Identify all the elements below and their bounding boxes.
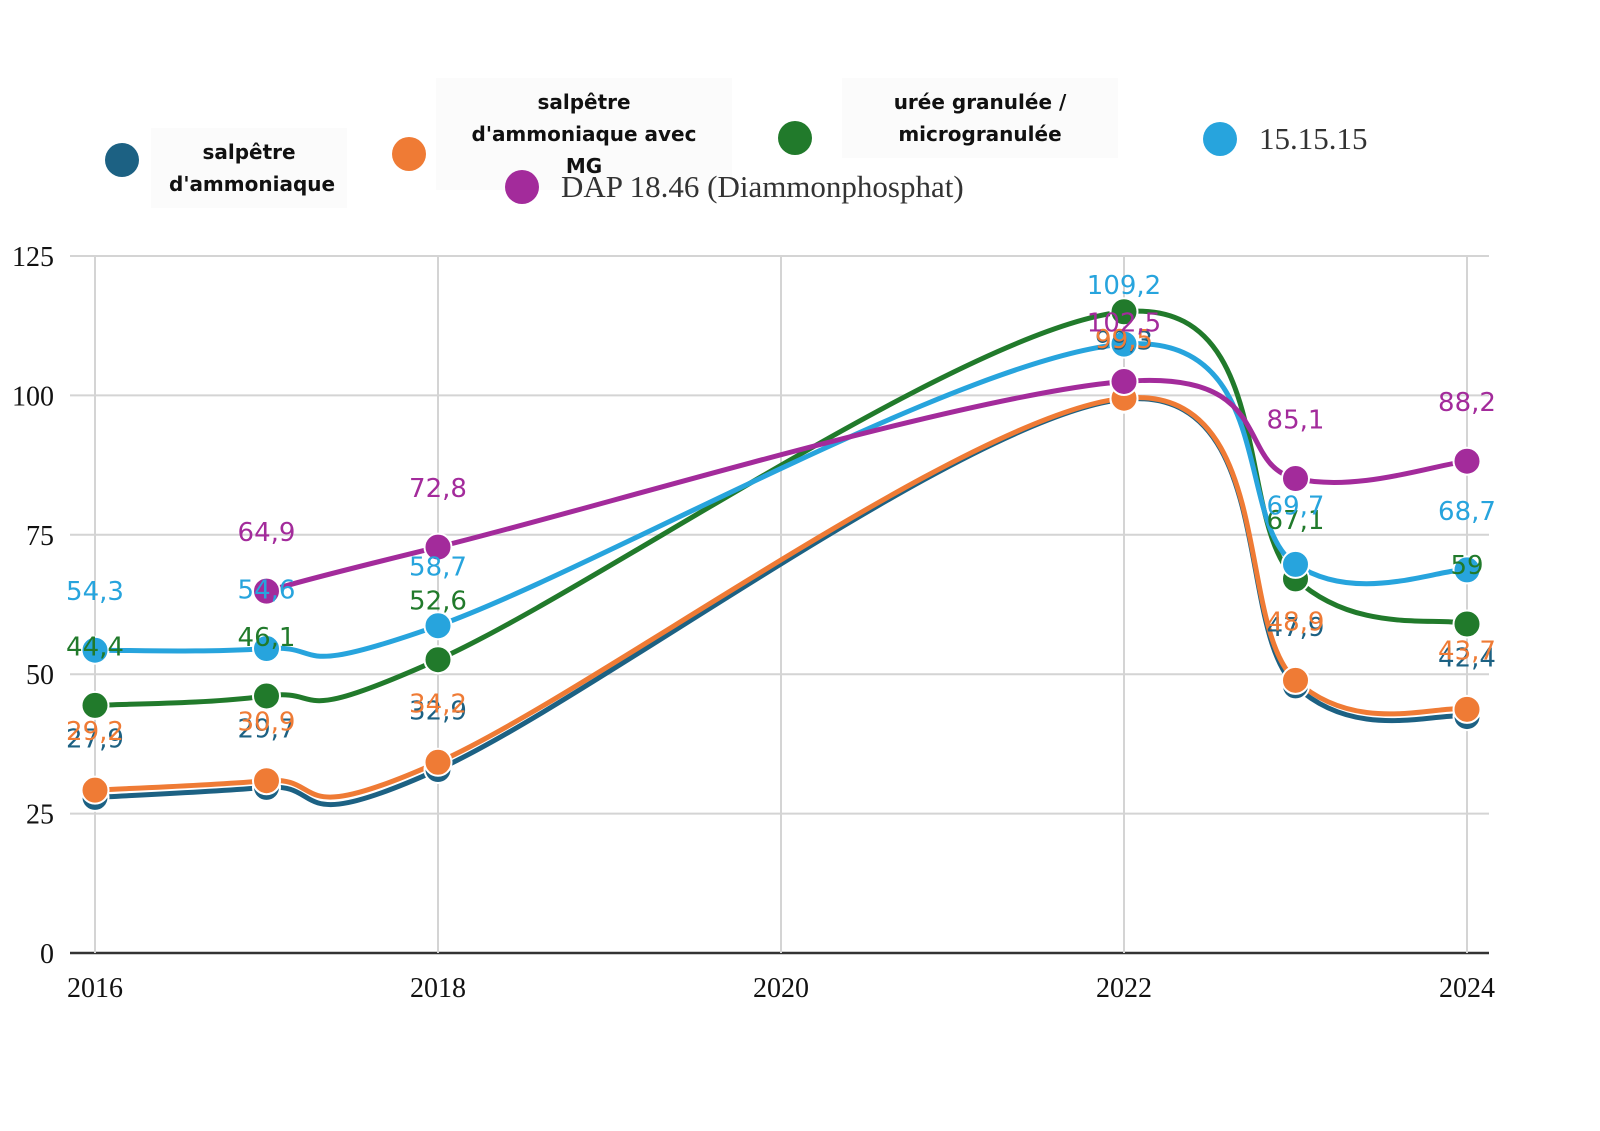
data-label: 64,9 xyxy=(238,518,296,548)
data-labels: 27,9 29,7 32,9 99,3 47,9 42,4 29,2 30,9 34,2 99,5… xyxy=(66,271,1496,754)
data-label: 46,1 xyxy=(238,623,296,653)
data-points xyxy=(80,297,1482,812)
y-tick-label: 25 xyxy=(26,800,54,831)
legend-item-dap[interactable]: DAP 18.46 (Diammonphosphat) xyxy=(505,169,964,205)
x-tick-label: 2022 xyxy=(1096,973,1152,1004)
x-tick-label: 2018 xyxy=(410,973,466,1004)
data-point[interactable] xyxy=(1109,297,1139,327)
data-point[interactable] xyxy=(1452,446,1482,476)
data-label: 99,5 xyxy=(1095,325,1153,355)
data-point[interactable] xyxy=(423,532,453,562)
data-label: 109,2 xyxy=(1087,271,1161,301)
data-label: 59 xyxy=(1450,551,1483,581)
data-point[interactable] xyxy=(1281,665,1310,695)
data-point[interactable] xyxy=(423,611,453,641)
grid-lines xyxy=(70,255,1489,955)
data-label: 43,7 xyxy=(1438,636,1496,666)
data-label: 85,1 xyxy=(1267,405,1325,435)
data-label: 29,7 xyxy=(238,714,296,744)
data-point[interactable] xyxy=(1109,329,1139,359)
data-label: 48,9 xyxy=(1267,607,1325,637)
data-label: 54,3 xyxy=(66,577,124,607)
data-label: 68,7 xyxy=(1438,497,1496,527)
data-label: 29,2 xyxy=(66,717,124,747)
data-point[interactable] xyxy=(1452,555,1482,585)
y-tick-label: 75 xyxy=(26,521,54,552)
legend-item-salpetre-mg[interactable]: salpêtre d'ammoniaque avec MG xyxy=(392,78,732,190)
data-label: 27,9 xyxy=(66,724,124,754)
series-line xyxy=(265,377,1468,594)
data-label: 72,8 xyxy=(409,474,467,504)
legend-label: urée granulée / microgranulée xyxy=(842,78,1118,158)
data-label: 47,9 xyxy=(1267,613,1325,643)
data-label: 32,9 xyxy=(409,697,467,727)
legend-label: salpêtre d'ammoniaque xyxy=(151,128,347,208)
y-tick-label: 125 xyxy=(12,242,54,273)
legend-item-uree[interactable]: urée granulée / microgranulée xyxy=(778,78,1118,158)
data-point[interactable] xyxy=(80,775,110,805)
legend-item-salpetre[interactable]: salpêtre d'ammoniaque xyxy=(105,112,347,208)
data-label: 88,2 xyxy=(1438,388,1496,418)
data-point[interactable] xyxy=(1281,463,1310,493)
axis-ticks: 0 25 50 75 100 125 2016 2018 2020 2022 2024 xyxy=(12,242,1495,1004)
y-tick-label: 50 xyxy=(26,660,54,691)
data-label: 44,4 xyxy=(66,632,124,662)
legend-marker xyxy=(392,137,426,171)
legend-item-15-15-15[interactable]: 15.15.15 xyxy=(1203,121,1368,157)
data-point[interactable] xyxy=(252,681,281,711)
data-label: 54,6 xyxy=(238,576,296,606)
data-point[interactable] xyxy=(80,690,110,720)
data-point[interactable] xyxy=(423,747,453,777)
data-point[interactable] xyxy=(252,634,281,664)
data-point[interactable] xyxy=(1281,549,1310,579)
data-label: 102,5 xyxy=(1087,308,1161,338)
y-tick-label: 0 xyxy=(40,939,54,970)
legend-label: DAP 18.46 (Diammonphosphat) xyxy=(561,169,964,204)
x-tick-label: 2024 xyxy=(1439,973,1495,1004)
x-tick-label: 2020 xyxy=(753,973,809,1004)
legend-marker xyxy=(105,143,139,177)
data-point[interactable] xyxy=(1452,609,1482,639)
legend-marker xyxy=(1203,122,1237,156)
legend-label: salpêtre d'ammoniaque avec MG xyxy=(436,78,732,190)
y-tick-label: 100 xyxy=(12,381,54,412)
data-point[interactable] xyxy=(252,766,281,796)
data-point[interactable] xyxy=(1452,694,1482,724)
data-label: 67,1 xyxy=(1267,506,1325,536)
legend-label: 15.15.15 xyxy=(1259,121,1368,156)
data-label: 52,6 xyxy=(409,587,467,617)
data-label: 34,2 xyxy=(409,689,467,719)
data-point[interactable] xyxy=(423,645,453,675)
x-tick-label: 2016 xyxy=(67,973,123,1004)
data-label: 42,4 xyxy=(1438,644,1496,674)
data-label: 30,9 xyxy=(238,708,296,738)
data-point[interactable] xyxy=(80,635,110,665)
data-label: 99,3 xyxy=(1095,326,1153,356)
data-label: 58,7 xyxy=(409,553,467,583)
data-point[interactable] xyxy=(1109,366,1139,396)
legend-marker xyxy=(778,121,812,155)
data-label: 69,7 xyxy=(1267,491,1325,521)
legend-marker xyxy=(505,170,539,204)
data-point[interactable] xyxy=(252,576,281,606)
